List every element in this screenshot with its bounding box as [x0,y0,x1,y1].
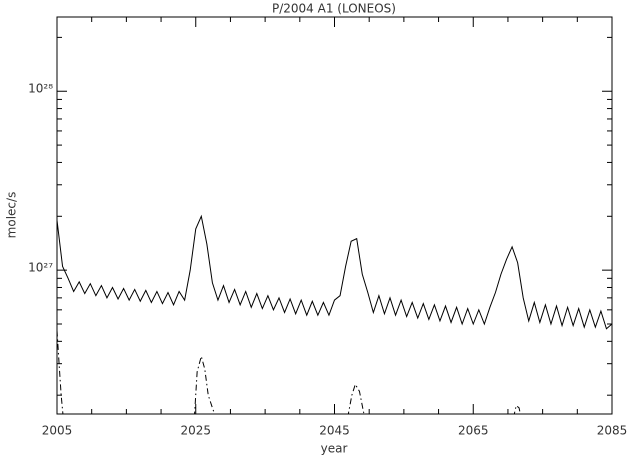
y-tick-label: 10²⁸ [28,82,53,96]
y-axis-label: molec/s [5,192,19,239]
series-line [57,330,521,414]
plot-area [57,214,612,414]
x-tick-label: 2025 [180,424,211,438]
chart-title: P/2004 A1 (LONEOS) [272,2,396,16]
x-axis-label: year [321,442,348,456]
x-tick-label: 2065 [458,424,489,438]
series-line [57,214,612,330]
x-tick-label: 2085 [597,424,627,438]
y-tick-label: 10²⁷ [28,261,53,275]
x-tick-label: 2045 [319,424,350,438]
plot-frame [56,16,613,415]
x-tick-label: 2005 [42,424,73,438]
